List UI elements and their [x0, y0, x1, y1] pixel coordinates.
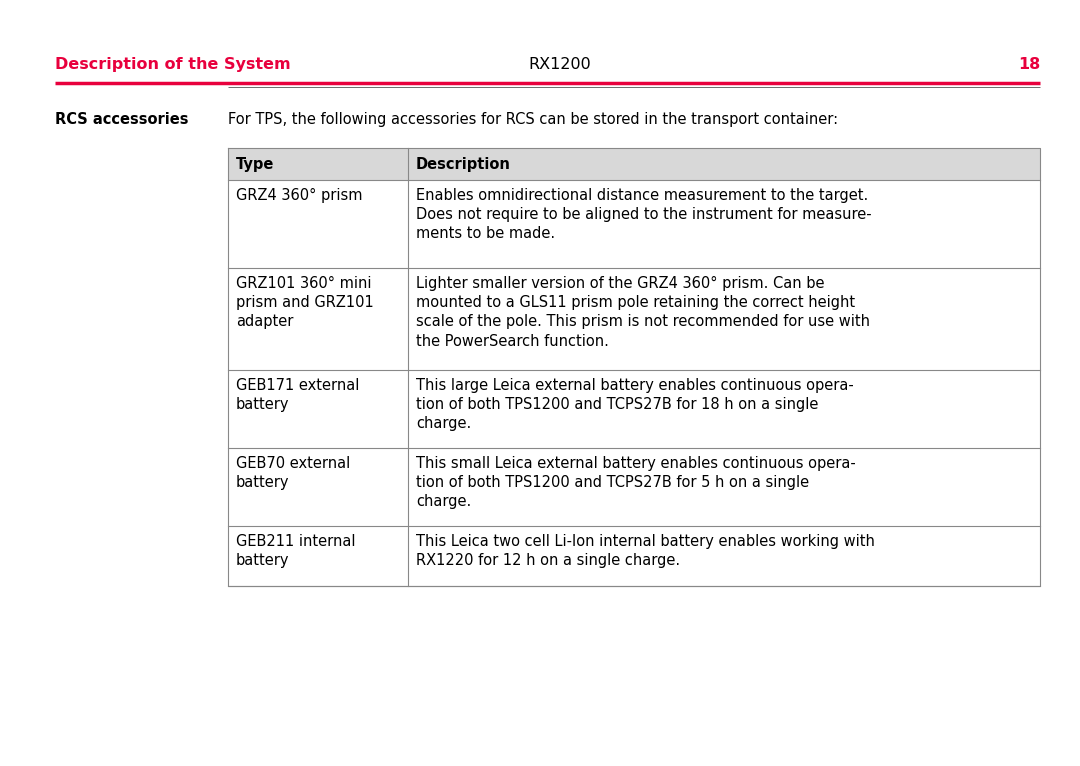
- Text: Enables omnidirectional distance measurement to the target.
Does not require to : Enables omnidirectional distance measure…: [416, 188, 872, 241]
- Text: This small Leica external battery enables continuous opera-
tion of both TPS1200: This small Leica external battery enable…: [416, 456, 855, 509]
- Text: This Leica two cell Li-Ion internal battery enables working with
RX1220 for 12 h: This Leica two cell Li-Ion internal batt…: [416, 534, 875, 568]
- Text: GEB171 external
battery: GEB171 external battery: [237, 378, 360, 412]
- Text: For TPS, the following accessories for RCS can be stored in the transport contai: For TPS, the following accessories for R…: [228, 112, 838, 127]
- Text: GEB70 external
battery: GEB70 external battery: [237, 456, 350, 490]
- Bar: [228, 148, 1040, 180]
- Text: GRZ4 360° prism: GRZ4 360° prism: [237, 188, 363, 203]
- Bar: [228, 448, 1040, 526]
- Bar: [228, 180, 1040, 268]
- Text: GRZ101 360° mini
prism and GRZ101
adapter: GRZ101 360° mini prism and GRZ101 adapte…: [237, 276, 374, 329]
- Text: RCS accessories: RCS accessories: [55, 112, 189, 127]
- Text: RX1200: RX1200: [528, 57, 592, 72]
- Text: 18: 18: [1017, 57, 1040, 72]
- Text: Description: Description: [416, 156, 511, 172]
- Text: Lighter smaller version of the GRZ4 360° prism. Can be
mounted to a GLS11 prism : Lighter smaller version of the GRZ4 360°…: [416, 276, 870, 349]
- Text: Description of the System: Description of the System: [55, 57, 291, 72]
- Bar: [228, 268, 1040, 370]
- Bar: [228, 526, 1040, 586]
- Bar: [228, 370, 1040, 448]
- Text: Type: Type: [237, 156, 274, 172]
- Text: GEB211 internal
battery: GEB211 internal battery: [237, 534, 355, 568]
- Text: This large Leica external battery enables continuous opera-
tion of both TPS1200: This large Leica external battery enable…: [416, 378, 854, 431]
